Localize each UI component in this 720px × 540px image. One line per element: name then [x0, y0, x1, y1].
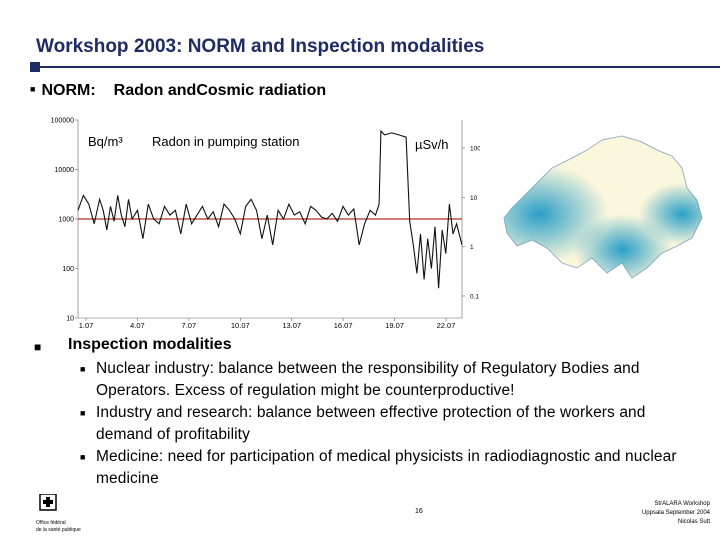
federal-office-logo-icon [39, 494, 57, 511]
slide-title: Workshop 2003: NORM and Inspection modal… [36, 36, 485, 57]
footer-line: Nicolas Sutt [677, 519, 710, 525]
sub-bullet-text: Industry and research: balance between e… [96, 404, 646, 443]
sub-bullet-square-icon: ■ [80, 364, 86, 374]
page-number: 16 [415, 508, 423, 515]
bullet-square-icon: ■ [30, 84, 36, 94]
switzerland-cosmic-map [503, 135, 703, 279]
x-tick-label: 13.07 [282, 321, 301, 330]
logo-text-line: Office fédéral [36, 520, 66, 526]
logo-text: Office fédéral de la santé publique [36, 520, 81, 534]
y-tick-label: 1000 [58, 217, 74, 224]
chart-unit-label: Bq/m³ [88, 134, 123, 149]
y-tick-label: 100 [62, 266, 74, 273]
sub-bullet-text: Nuclear industry: balance between the re… [96, 360, 640, 399]
map-shading-east [504, 136, 702, 278]
title-underline [30, 66, 720, 68]
inspection-bullet-square-icon: ■ [34, 340, 42, 354]
x-tick-label: 19.07 [385, 321, 404, 330]
sub-bullet-square-icon: ■ [80, 452, 86, 462]
right-tick-label: 0.1 [470, 294, 479, 301]
norm-label: NORM: [41, 82, 96, 99]
title-rule-marker [30, 62, 40, 72]
x-tick-label: 1.07 [79, 321, 94, 330]
sub-bullet-square-icon: ■ [80, 408, 86, 418]
y-tick-label: 10 [66, 316, 74, 323]
norm-topic-radon: Radon and [113, 82, 197, 99]
sub-bullet-nuclear: ■ Nuclear industry: balance between the … [80, 358, 700, 402]
chart-right-unit-label: µSv/h [415, 137, 449, 152]
norm-bullet: ■ NORM: Radon andCosmic radiation [30, 82, 326, 100]
right-tick-label: 10 [470, 195, 478, 202]
radon-chart: 100000 10000 1000 100 10 100 10 1 0.1 1.07 4.07 7.0… [30, 112, 480, 334]
sub-bullet-medicine: ■ Medicine: need for participation of me… [80, 446, 700, 490]
inspection-heading: Inspection modalities [68, 336, 232, 353]
footer-line: StrALARA Workshop [654, 501, 710, 507]
footer-line: Uppsala September 2004 [641, 510, 710, 516]
x-tick-label: 22.07 [437, 321, 456, 330]
y-tick-label: 100000 [51, 118, 74, 125]
x-tick-label: 10.07 [231, 321, 250, 330]
right-tick-label: 1 [470, 244, 474, 251]
logo-text-line: de la santé publique [36, 527, 81, 533]
footer-credits: StrALARA Workshop Uppsala September 2004… [570, 500, 710, 527]
sub-bullet-text: Medicine: need for participation of medi… [96, 448, 677, 487]
y-tick-label: 10000 [55, 167, 75, 174]
norm-topic-cosmic: Cosmic radiation [196, 82, 327, 99]
x-tick-label: 7.07 [182, 321, 197, 330]
x-tick-label: 4.07 [130, 321, 145, 330]
right-tick-label: 100 [470, 146, 480, 153]
radon-series-line [77, 129, 463, 289]
x-tick-label: 16.07 [334, 321, 353, 330]
sub-bullet-industry: ■ Industry and research: balance between… [80, 402, 700, 446]
chart-title: Radon in pumping station [152, 134, 299, 149]
